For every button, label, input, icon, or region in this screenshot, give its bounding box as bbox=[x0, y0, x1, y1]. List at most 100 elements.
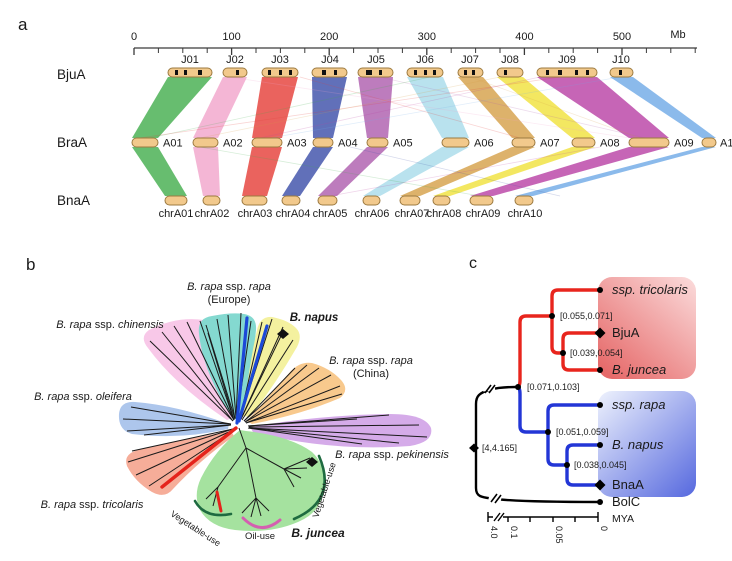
napus-diamond-marker bbox=[277, 329, 289, 339]
svg-text:J08: J08 bbox=[501, 54, 519, 66]
blob-oleifera bbox=[118, 401, 229, 437]
mb-axis bbox=[133, 47, 697, 55]
panel-a-label: a bbox=[18, 15, 28, 34]
tip-juncea: B. juncea bbox=[612, 362, 666, 377]
panel-c-label: c bbox=[469, 255, 477, 272]
synteny-pair-03 bbox=[242, 77, 298, 196]
mb-unit-label: Mb bbox=[670, 29, 685, 41]
svg-text:A08: A08 bbox=[600, 138, 620, 150]
svg-text:J04: J04 bbox=[321, 54, 339, 66]
blue-clade-box bbox=[598, 391, 696, 497]
svg-text:A07: A07 bbox=[540, 138, 560, 150]
mya-axis bbox=[487, 512, 599, 522]
svg-text:300: 300 bbox=[418, 31, 436, 43]
svg-text:J01: J01 bbox=[181, 54, 199, 66]
label-pekinensis: B. rapa ssp. pekinensis bbox=[335, 449, 449, 461]
synteny-pair-09 bbox=[470, 77, 669, 196]
clade-blobs bbox=[118, 313, 432, 531]
svg-text:4.0: 4.0 bbox=[489, 526, 499, 539]
svg-text:A1: A1 bbox=[720, 138, 732, 150]
svg-text:chrA06: chrA06 bbox=[355, 208, 390, 220]
label-napus: B. napus bbox=[290, 312, 339, 324]
blob-juncea bbox=[196, 430, 325, 531]
label-rapa-europe-line2: (Europe) bbox=[208, 294, 251, 306]
svg-text:BjuA: BjuA bbox=[57, 67, 86, 82]
svg-text:A04: A04 bbox=[338, 138, 358, 150]
usage-arcs bbox=[193, 454, 327, 529]
label-juncea: B. juncea bbox=[291, 526, 345, 540]
bjua-centromere-marks bbox=[175, 70, 622, 75]
svg-text:J03: J03 bbox=[271, 54, 289, 66]
svg-text:A05: A05 bbox=[393, 138, 413, 150]
blob-rapa-europe bbox=[198, 313, 257, 419]
mya-unit-label: MYA bbox=[612, 513, 634, 525]
synteny-pair-08 bbox=[433, 77, 595, 196]
synteny-pair-06 bbox=[363, 77, 469, 196]
vegetable-use-arc-left bbox=[193, 499, 233, 517]
svg-text:chrA03: chrA03 bbox=[238, 208, 273, 220]
tip-bolc: BolC bbox=[612, 494, 640, 509]
bjua-chromosome-labels: J01 J02 J03 J04 J05 J06 J07 J08 J09 J10 bbox=[181, 54, 630, 66]
svg-text:BnaA: BnaA bbox=[57, 193, 90, 208]
red-clade-box bbox=[598, 277, 696, 379]
svg-text:J09: J09 bbox=[558, 54, 576, 66]
svg-text:500: 500 bbox=[613, 31, 631, 43]
svg-text:[4,4.165]: [4,4.165] bbox=[482, 443, 517, 453]
svg-text:200: 200 bbox=[320, 31, 338, 43]
blob-rapa-china bbox=[247, 362, 346, 424]
genome-row-labels: BjuA BraA BnaA bbox=[57, 67, 90, 208]
svg-text:A06: A06 bbox=[474, 138, 494, 150]
svg-text:100: 100 bbox=[222, 31, 240, 43]
synteny-pair-10 bbox=[515, 77, 716, 196]
svg-text:A01: A01 bbox=[163, 138, 183, 150]
vegetable-use-arc-right bbox=[292, 454, 327, 521]
svg-text:chrA04: chrA04 bbox=[276, 208, 311, 220]
label-chinensis: B. rapa ssp. chinensis bbox=[56, 319, 164, 331]
synteny-ribbons bbox=[132, 77, 716, 196]
panel-b-group-labels: B. rapa ssp. rapa (Europe) B. napus B. r… bbox=[34, 281, 449, 540]
bnaa-chromosome-bars bbox=[164, 195, 534, 206]
braa-chromosome-bars bbox=[131, 137, 717, 148]
panel-b-label: b bbox=[26, 255, 35, 274]
svg-text:chrA01: chrA01 bbox=[159, 208, 194, 220]
svg-text:J05: J05 bbox=[367, 54, 385, 66]
svg-text:chrA05: chrA05 bbox=[313, 208, 348, 220]
branch-break-marks bbox=[482, 384, 502, 504]
mya-axis-labels: 4.0 0.1 0.05 0 MYA bbox=[489, 513, 634, 544]
minor-synteny-links bbox=[139, 76, 646, 197]
svg-text:400: 400 bbox=[515, 31, 533, 43]
svg-text:[0.039,0.054]: [0.039,0.054] bbox=[570, 348, 623, 358]
synteny-pair-04 bbox=[282, 77, 347, 196]
braa-chromosome-labels: A01 A02 A03 A04 A05 A06 A07 A08 A09 A1 bbox=[163, 138, 732, 150]
svg-text:[0.071,0.103]: [0.071,0.103] bbox=[527, 382, 580, 392]
tip-bnaa: BnaA bbox=[612, 477, 644, 492]
synteny-pair-07 bbox=[400, 77, 535, 196]
root-branch bbox=[474, 385, 599, 504]
svg-text:0: 0 bbox=[131, 31, 137, 43]
bjua-tip-diamond bbox=[594, 327, 606, 339]
svg-text:chrA02: chrA02 bbox=[195, 208, 230, 220]
svg-text:0.05: 0.05 bbox=[554, 526, 564, 544]
svg-text:[0.055,0.071]: [0.055,0.071] bbox=[560, 311, 613, 321]
label-tricolaris: B. rapa ssp. tricolaris bbox=[41, 499, 144, 511]
svg-text:J06: J06 bbox=[416, 54, 434, 66]
root-diamond bbox=[469, 443, 479, 453]
label-oleifera: B. rapa ssp. oleifera bbox=[34, 391, 132, 403]
svg-text:J10: J10 bbox=[612, 54, 630, 66]
svg-text:0.1: 0.1 bbox=[509, 526, 519, 539]
svg-text:chrA09: chrA09 bbox=[466, 208, 501, 220]
tip-bjua: BjuA bbox=[612, 325, 640, 340]
svg-text:0: 0 bbox=[599, 526, 609, 531]
juncea-diamond-marker bbox=[306, 457, 318, 467]
synteny-pair-02 bbox=[193, 77, 247, 196]
svg-text:chrA08: chrA08 bbox=[427, 208, 462, 220]
label-rapa-china-line2: (China) bbox=[353, 368, 389, 380]
svg-text:A09: A09 bbox=[674, 138, 694, 150]
oil-use-label: Oil-use bbox=[245, 531, 275, 542]
tip-tricolaris: ssp. tricolaris bbox=[612, 282, 688, 297]
oil-use-arc bbox=[241, 516, 282, 529]
svg-text:[0.051,0.059]: [0.051,0.059] bbox=[556, 427, 609, 437]
tree-node-markers bbox=[469, 287, 606, 505]
